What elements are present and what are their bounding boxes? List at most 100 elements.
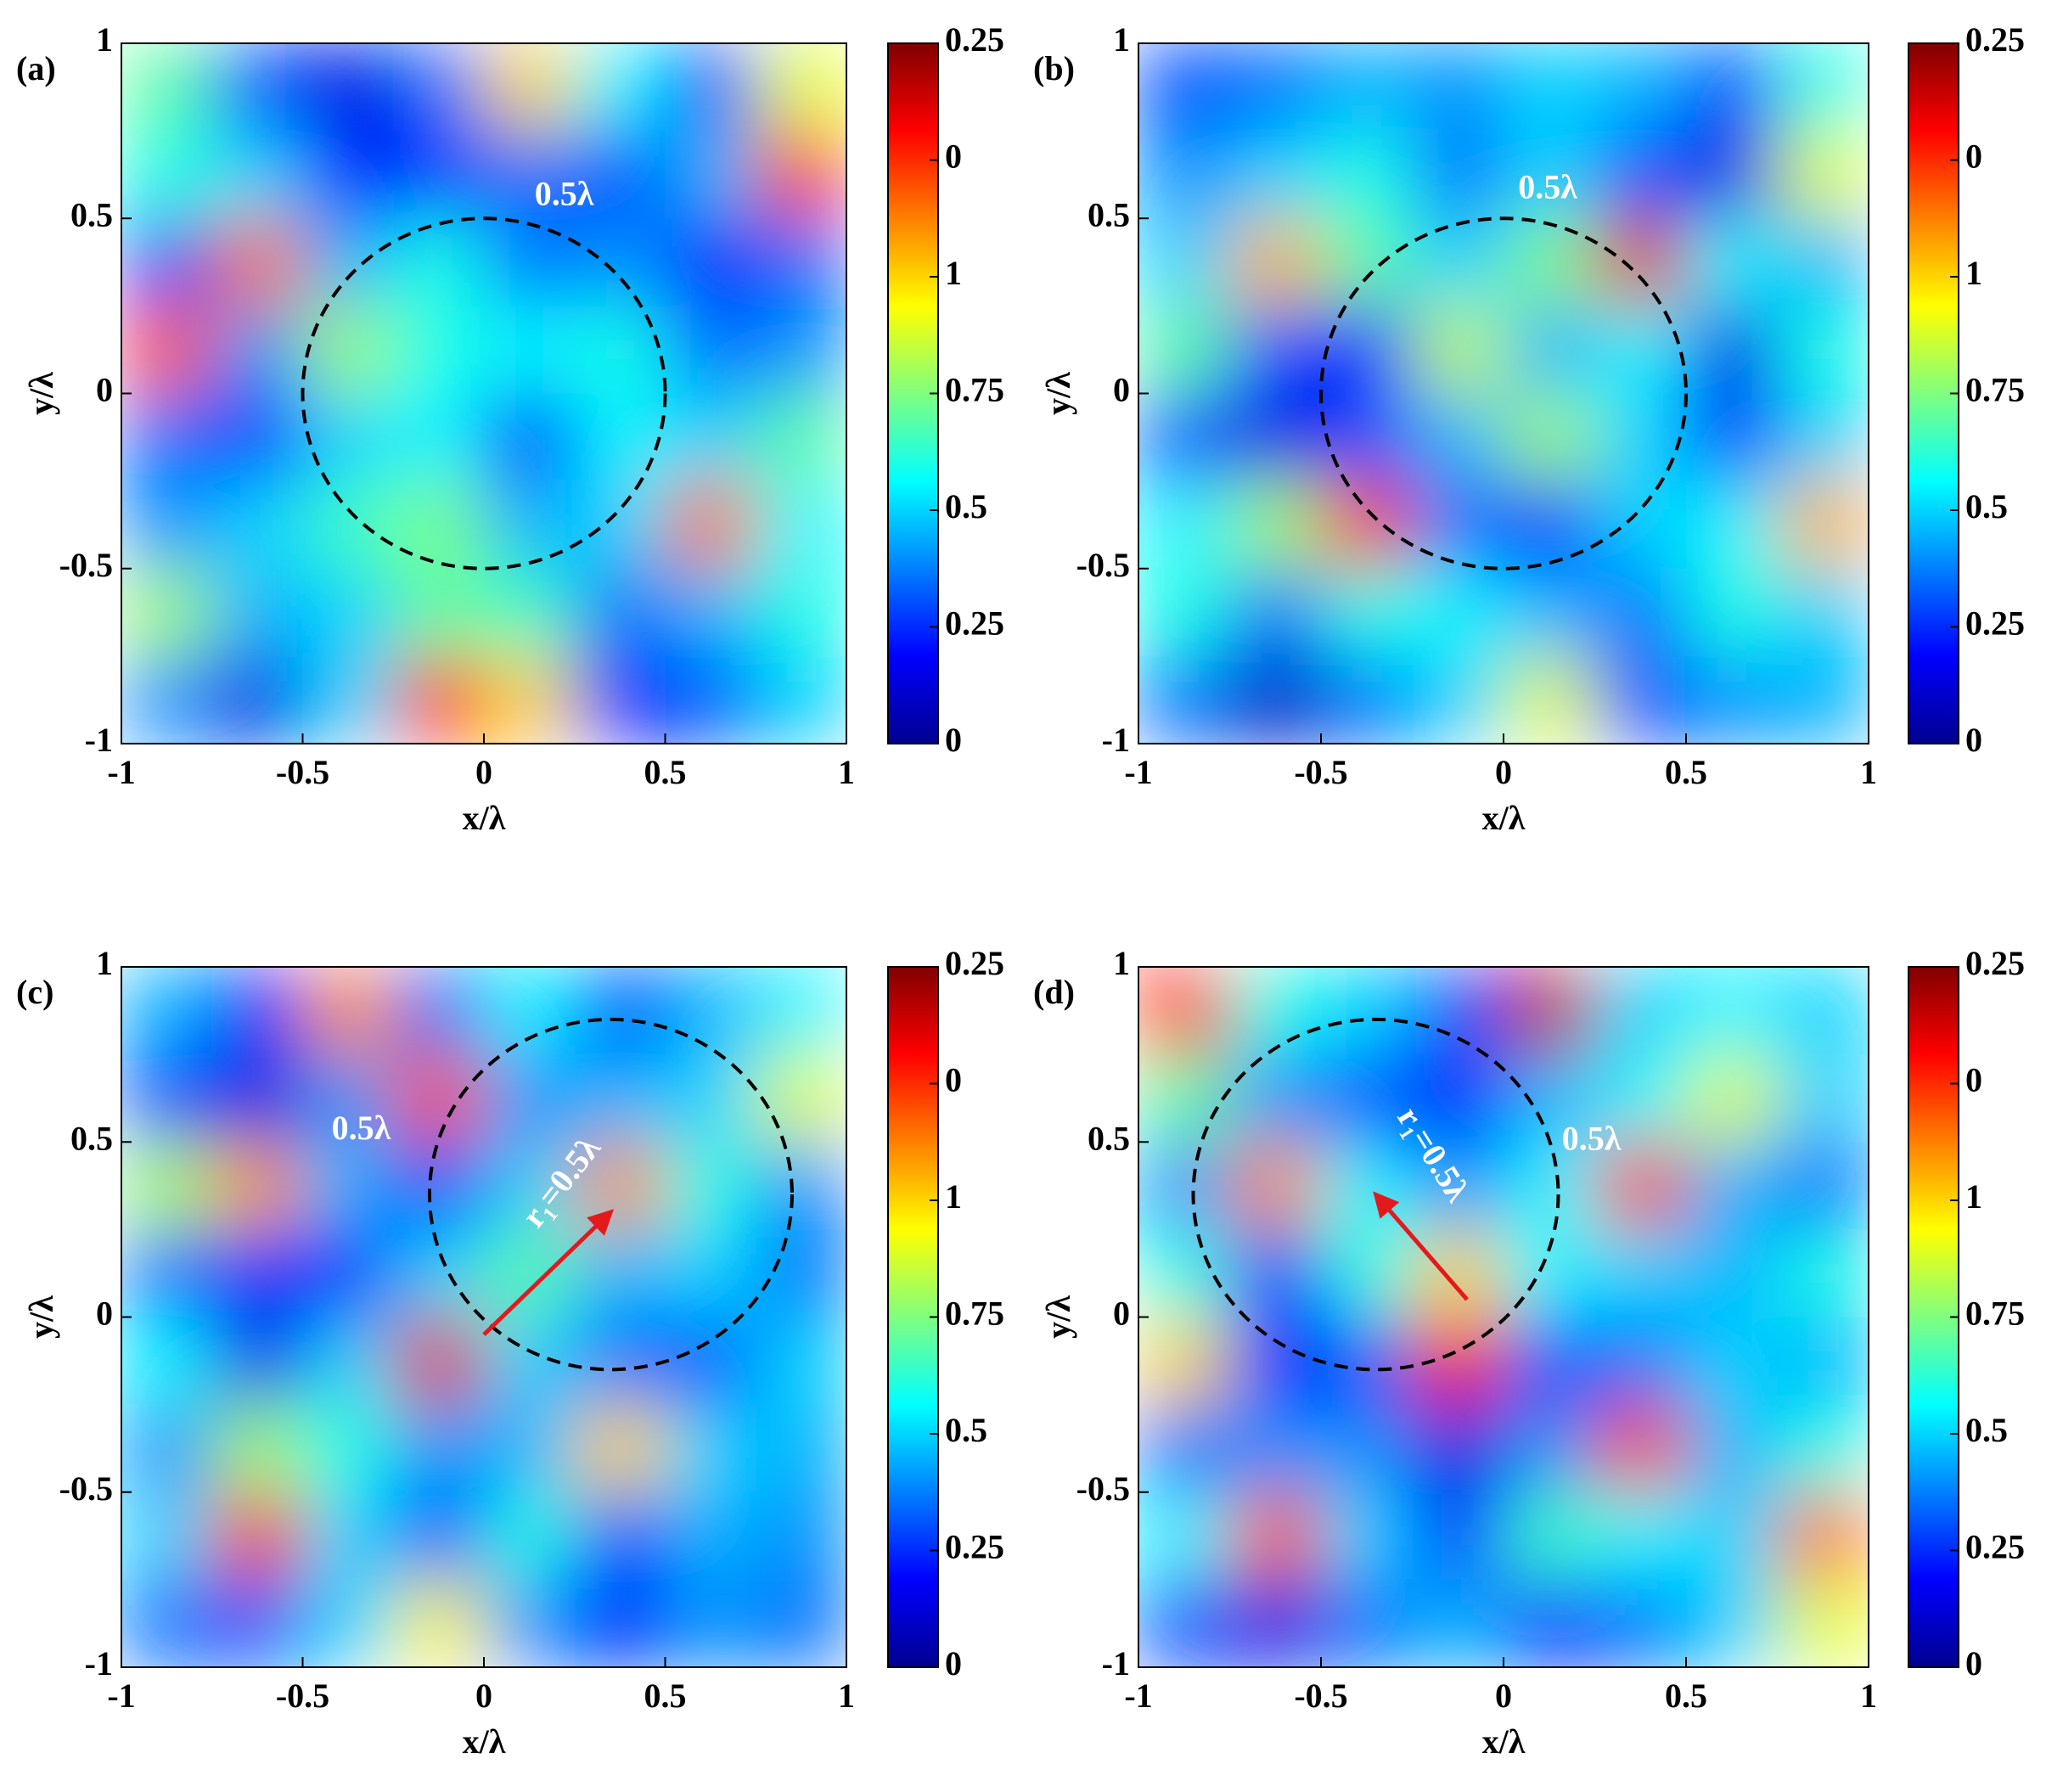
y-axis-label: y/λ [1039,1295,1077,1339]
x-tick-label: 1 [838,753,855,791]
field-cell [1777,1054,1869,1143]
boundary-circle [1191,1017,1560,1372]
field-cell [1229,480,1322,570]
field-cell [1686,568,1779,657]
x-tick-label: -0.5 [1294,1677,1347,1715]
field-cells [121,967,846,1667]
field-cell [665,1579,757,1667]
field-cell [121,131,213,220]
field-cell [665,1317,757,1406]
field-cell [121,568,213,657]
field-cell [121,306,213,395]
field-cell [211,480,304,570]
y-tick-label: 1 [96,20,113,59]
field-cell [1229,306,1322,395]
colorbar-tick-label: 0.75 [945,371,1004,409]
y-tick-label: 0 [1113,1295,1130,1333]
field-cell [1594,967,1687,1056]
field-cell [393,1404,485,1493]
field-cell [574,655,666,744]
field-cell [1412,1229,1504,1318]
field-cell [1321,131,1414,220]
field-cell [393,1317,485,1406]
field-cell [121,655,213,744]
x-tick-label: 1 [1860,1677,1877,1715]
field-cell [393,568,485,657]
field-cell [1321,218,1414,307]
field-cell [665,655,757,744]
field-cell [1138,1229,1231,1318]
field-cell [1321,1491,1414,1581]
field-cell [1594,1491,1687,1581]
field-cell [211,306,304,395]
field-cell [393,1229,485,1318]
field-cell [211,568,304,657]
field-cell [665,1404,757,1493]
field-cell [1138,43,1231,132]
field-cell [1504,967,1596,1056]
field-cell [1138,655,1231,744]
field-cell [1412,655,1504,744]
field-cell [393,480,485,570]
field-cell [484,218,576,307]
y-tick-label: 1 [1113,944,1130,982]
field-cell [121,218,213,307]
field-cell [1412,1142,1504,1231]
field-cell [1229,1491,1322,1581]
field-cell [1138,1404,1231,1493]
field-cells [1138,967,1869,1667]
field-cell [1686,1404,1779,1493]
field-cell [1229,43,1322,132]
field-cell [574,306,666,395]
field-cell [1777,568,1869,657]
field-cell [302,568,395,657]
field-cell [574,218,666,307]
field-cell [393,131,485,220]
colorbar-tick-label: 0.25 [945,604,1004,643]
field-cell [1412,1491,1504,1581]
colorbar-tick-label: 0.75 [1965,1295,2025,1333]
field-cell [1504,1142,1596,1231]
field-cell [1777,1317,1869,1406]
field-cell [1594,1229,1687,1318]
field-cell [393,393,485,482]
field-cell [484,131,576,220]
x-tick-label: -1 [107,753,135,791]
annotation: 0.5λ [1562,1119,1622,1157]
x-tick-label: -1 [1124,1677,1152,1715]
field-cell [665,1491,757,1581]
x-tick-label: 1 [1860,753,1877,791]
colorbar-tick-label: 0 [1965,721,1982,759]
x-tick-label: 1 [838,1677,855,1715]
panel: -1 -0.5 0 0.5 1 -1 -0.5 0 0.5 1 x/λ y/λ (c) 0 0.25 0.5 0… [16,944,1004,1761]
field-cell [665,218,757,307]
field-cell [121,1317,213,1406]
panel: -1 -0.5 0 0.5 1 -1 -0.5 0 0.5 1 x/λ y/λ (a) 0 0.25 0.5 0… [16,20,1004,837]
field-cell [1321,655,1414,744]
field-cell [1321,1317,1414,1406]
field-cell [1412,480,1504,570]
field-cell [484,1229,576,1318]
y-tick-label: -0.5 [59,546,113,584]
field-cell [393,1491,485,1581]
colorbar-tick-label: 0.25 [1965,944,2025,982]
field-cell [302,1491,395,1581]
field-cell [1229,568,1322,657]
field-cell [1229,1142,1322,1231]
field-cell [756,43,846,132]
field-cell [574,1579,666,1667]
field-cell [121,1404,213,1493]
field-cell [1686,1054,1779,1143]
field-cell [211,967,304,1056]
field-cell [121,480,213,570]
field-cell [1138,1579,1231,1667]
field-cell [1504,43,1596,132]
field-cell [1777,655,1869,744]
field-cell [1412,568,1504,657]
field-cell [756,131,846,220]
field-cell [1229,218,1322,307]
field-cell [1686,218,1779,307]
field-cell [1504,1404,1596,1493]
field-cell [756,1579,846,1667]
